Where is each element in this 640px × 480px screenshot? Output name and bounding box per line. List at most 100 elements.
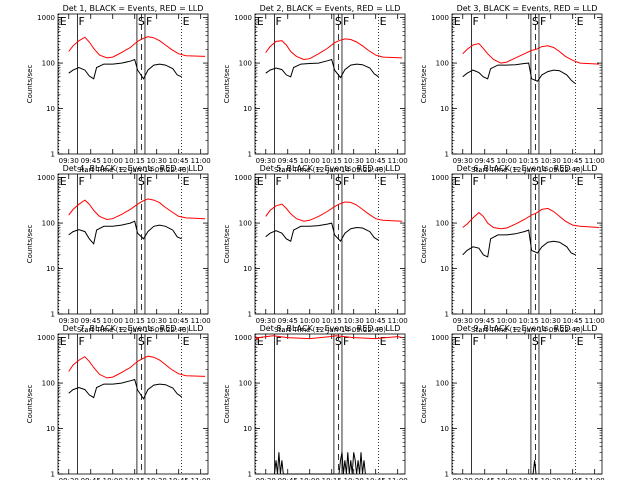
panel-title: Det 5, BLACK = Events, RED = LLD (260, 164, 401, 173)
marker-label: E (183, 175, 190, 188)
x-tick-label: 10:00 (103, 317, 123, 325)
x-tick-label: 10:30 (147, 477, 167, 480)
x-axis-label: Start Time (12-Jun-14 09:22:40) (471, 166, 583, 174)
y-tick-label: 1000 (234, 334, 252, 342)
lld-series-line (68, 36, 206, 59)
y-tick-label: 10 (243, 425, 252, 433)
marker-label: S (335, 335, 342, 348)
y-tick-label: 10 (440, 265, 449, 273)
x-tick-label: 10:15 (519, 157, 539, 165)
y-axis-label: Counts/sec (420, 65, 428, 104)
marker-label: E (183, 15, 190, 28)
marker-label: F (473, 335, 479, 348)
y-tick-label: 10 (46, 265, 55, 273)
marker-label: E (60, 15, 67, 28)
y-tick-label: 1000 (431, 14, 449, 22)
x-tick-label: 09:30 (256, 317, 276, 325)
x-tick-label: 10:30 (147, 317, 167, 325)
x-tick-label: 10:45 (169, 317, 189, 325)
y-tick-label: 1 (248, 311, 252, 319)
x-tick-label: 10:00 (103, 157, 123, 165)
y-tick-label: 1 (51, 311, 55, 319)
marker-label: F (276, 335, 282, 348)
x-tick-label: 09:30 (256, 157, 276, 165)
marker-label: F (79, 15, 85, 28)
marker-label: E (60, 175, 67, 188)
plot-frame (57, 13, 209, 155)
events-series-line (462, 229, 576, 258)
x-tick-label: 09:30 (59, 157, 79, 165)
x-tick-label: 10:30 (344, 317, 364, 325)
events-series-line (68, 58, 182, 80)
x-tick-label: 09:45 (278, 157, 298, 165)
x-tick-label: 10:30 (147, 157, 167, 165)
marker-label: F (540, 175, 546, 188)
marker-label: E (257, 335, 264, 348)
marker-label: F (146, 335, 152, 348)
y-axis-label: Counts/sec (223, 225, 231, 264)
marker-label: E (577, 175, 584, 188)
marker-label: E (380, 335, 387, 348)
y-tick-label: 1 (51, 471, 55, 479)
x-tick-label: 10:00 (300, 157, 320, 165)
y-tick-label: 100 (239, 220, 252, 228)
events-series-line (68, 378, 182, 400)
y-axis-label: Counts/sec (420, 385, 428, 424)
y-tick-label: 1 (445, 311, 449, 319)
y-tick-label: 10 (46, 105, 55, 113)
marker-label: E (60, 335, 67, 348)
x-tick-label: 11:00 (191, 157, 211, 165)
x-tick-label: 09:30 (59, 317, 79, 325)
x-tick-label: 10:15 (125, 477, 145, 480)
panel-title: Det 7, BLACK = Events, RED = LLD (63, 324, 204, 333)
marker-label: F (79, 335, 85, 348)
marker-label: S (335, 15, 342, 28)
x-tick-label: 11:00 (585, 317, 605, 325)
x-tick-label: 11:00 (585, 157, 605, 165)
marker-label: E (380, 15, 387, 28)
y-tick-label: 100 (436, 60, 449, 68)
plot-frame (254, 333, 406, 475)
x-tick-label: 10:00 (497, 157, 517, 165)
x-tick-label: 10:15 (322, 477, 342, 480)
x-tick-label: 09:45 (475, 157, 495, 165)
lld-series-line (265, 38, 403, 61)
marker-label: S (138, 175, 145, 188)
events-series-line (462, 62, 576, 85)
events-series-line (531, 460, 537, 475)
x-tick-label: 09:30 (59, 477, 79, 480)
y-tick-label: 1 (51, 151, 55, 159)
plot-frame (57, 333, 209, 475)
lld-series-line (462, 42, 600, 65)
x-tick-label: 10:15 (519, 477, 539, 480)
x-tick-label: 11:00 (191, 317, 211, 325)
plot-frame (254, 13, 406, 155)
marker-label: E (183, 335, 190, 348)
plot-frame (451, 13, 603, 155)
panel-7: 1 10 100 1000 09:3009:4510:0010:1510:3010:45… (26, 324, 211, 480)
marker-label: F (343, 175, 349, 188)
y-axis-label: Counts/sec (26, 225, 34, 264)
marker-label: F (276, 175, 282, 188)
marker-label: S (138, 335, 145, 348)
panel-title: Det 3, BLACK = Events, RED = LLD (457, 4, 598, 13)
events-series-line (274, 452, 366, 475)
x-tick-label: 10:15 (519, 317, 539, 325)
y-tick-label: 1000 (431, 334, 449, 342)
panel-title: Det 8, BLACK = Events, RED = LLD (260, 324, 401, 333)
x-tick-label: 10:45 (563, 157, 583, 165)
y-axis-label: Counts/sec (26, 65, 34, 104)
marker-label: F (276, 15, 282, 28)
marker-label: E (257, 175, 264, 188)
x-tick-label: 10:00 (497, 317, 517, 325)
marker-label: E (454, 335, 461, 348)
marker-label: F (540, 335, 546, 348)
y-tick-label: 100 (239, 380, 252, 388)
panel-title: Det 4, BLACK = Events, RED = LLD (63, 164, 204, 173)
marker-label: F (540, 15, 546, 28)
marker-label: F (79, 175, 85, 188)
y-axis-label: Counts/sec (420, 225, 428, 264)
y-tick-label: 10 (46, 425, 55, 433)
x-axis-label: Start Time (12-Jun-14 09:22:40) (274, 326, 386, 334)
